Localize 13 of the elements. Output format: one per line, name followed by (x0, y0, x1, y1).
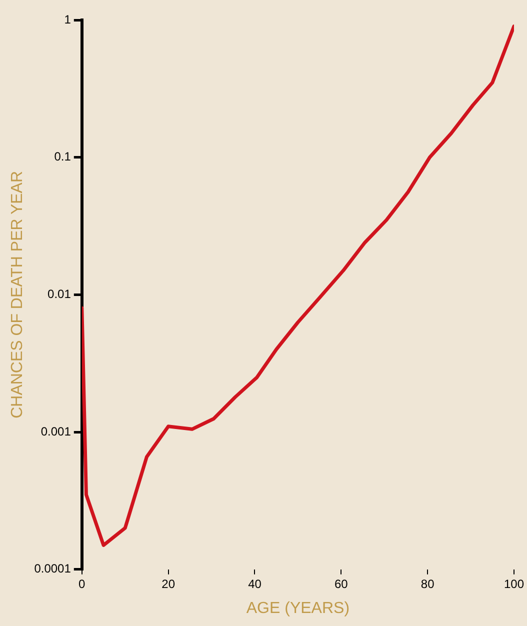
x-tick-label: 0 (78, 576, 86, 591)
y-tick-label: 1 (64, 12, 72, 26)
y-tick-label: 0.0001 (34, 562, 72, 576)
x-axis-title: AGE (YEARS) (246, 600, 350, 617)
x-tick-label: 40 (248, 576, 262, 591)
x-tick-label: 60 (334, 576, 348, 591)
y-tick-label: 0.001 (40, 424, 72, 438)
y-tick-label: 0.01 (48, 287, 72, 302)
x-tick-label: 20 (162, 576, 176, 591)
y-tick-label: 0.1 (54, 150, 72, 164)
y-axis-title: CHANCES OF DEATH PER YEAR (9, 170, 26, 418)
x-tick-label: 80 (420, 576, 435, 591)
x-tick-label: 100 (504, 576, 524, 591)
